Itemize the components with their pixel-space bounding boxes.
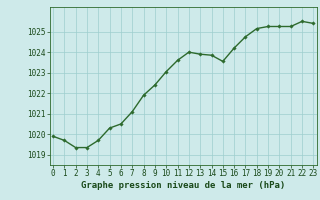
X-axis label: Graphe pression niveau de la mer (hPa): Graphe pression niveau de la mer (hPa)	[81, 181, 285, 190]
